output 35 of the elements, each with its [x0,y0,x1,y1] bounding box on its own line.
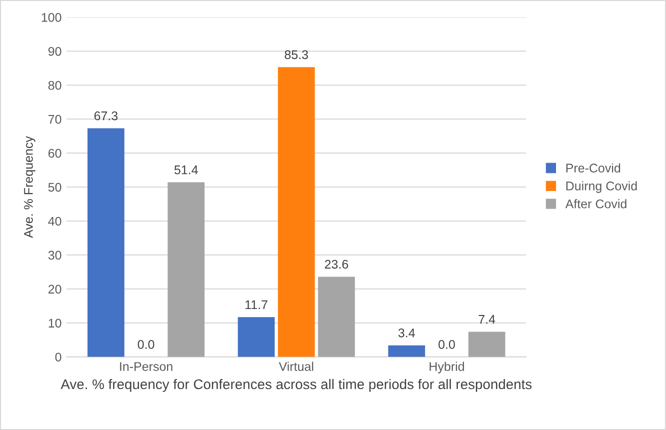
data-label: 51.4 [174,166,198,174]
bar [468,332,506,357]
data-label: 3.4 [398,328,415,338]
x-axis-title: Ave. % frequency for Conferences across all time periods for all respondents [60,378,532,392]
data-label: 0.0 [138,340,154,349]
legend-label: After Covid [565,199,626,208]
y-tick-label: 90 [48,46,62,56]
data-label: 0.0 [438,340,455,349]
data-label: 85.3 [284,50,308,60]
bar [238,317,275,357]
y-tick-label: 70 [48,114,62,124]
data-label: 23.6 [324,260,348,269]
y-axis-title: Ave. % Frequency [24,136,36,238]
y-tick-label: 10 [48,318,62,328]
legend-label: Pre-Covid [566,163,620,173]
bar [318,276,355,357]
data-label: 67.3 [94,111,118,120]
y-tick-label: 80 [48,80,62,90]
bar [168,182,205,357]
bar [87,128,124,357]
x-tick-label: Virtual [278,362,314,371]
y-tick-label: 50 [48,182,62,192]
y-tick-label: 30 [48,250,62,260]
bar [278,67,315,357]
data-label: 7.4 [478,315,496,324]
y-tick-label: 40 [48,216,62,226]
y-tick-label: 60 [48,148,62,158]
y-tick-label: 20 [48,284,62,294]
data-label: 11.7 [246,300,268,310]
y-tick-label: 0 [55,352,62,362]
y-tick-label: 100 [42,13,62,22]
x-tick-label: In-Person [120,362,172,371]
x-tick-label: Hybrid [430,362,464,374]
legend-label: Duirng Covid [566,181,637,193]
bar [388,345,426,357]
